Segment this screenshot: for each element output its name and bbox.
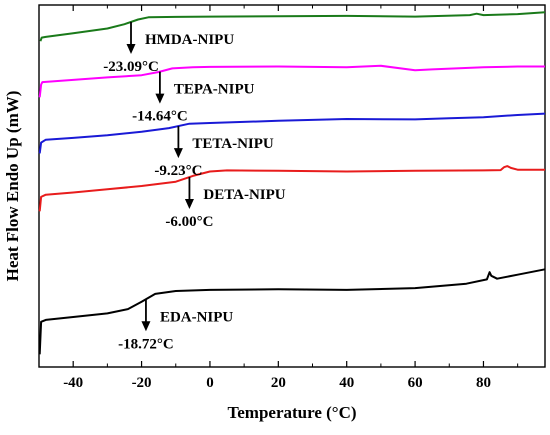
curve-eda-nipu (38, 268, 546, 355)
tg-arrowhead-eda-nipu (141, 321, 151, 332)
curve-tepa-nipu (38, 64, 545, 98)
series-label-hmda-nipu: HMDA-NIPU (145, 32, 234, 48)
tg-value-tepa-nipu: -14.64°C (132, 109, 188, 125)
curve-deta-nipu (38, 165, 545, 212)
plot-frame (38, 4, 546, 368)
annotation-layer: HMDA-NIPU -23.09°C TEPA-NIPU -14.64°CTETA-N… (103, 21, 286, 352)
series-label-tepa-nipu: TEPA-NIPU (174, 82, 255, 98)
x-tick-label: -20 (132, 375, 152, 391)
x-axis-ticks: -40 -20 0 20 40 60 80 (63, 5, 519, 391)
tg-value-deta-nipu: -6.00°C (165, 214, 213, 230)
x-tick-label: 20 (271, 375, 286, 391)
curve-teta-nipu (38, 112, 546, 154)
tg-arrowhead-deta-nipu (184, 199, 194, 210)
series-label-eda-nipu: EDA-NIPU (160, 309, 233, 325)
x-tick-label: 0 (206, 375, 214, 391)
x-tick-label: -40 (63, 375, 83, 391)
tg-arrowhead-teta-nipu (173, 148, 183, 159)
tg-arrowhead-tepa-nipu (155, 93, 165, 104)
series-label-deta-nipu: DETA-NIPU (203, 187, 285, 203)
x-tick-label: 80 (476, 375, 491, 391)
curve-hmda-nipu (39, 11, 546, 42)
tg-arrowhead-hmda-nipu (126, 43, 136, 54)
x-tick-label: 40 (339, 375, 354, 391)
x-axis-title: Temperature (°C) (227, 403, 356, 422)
series-layer (38, 11, 546, 355)
tg-value-teta-nipu: -9.23°C (154, 163, 202, 179)
y-axis-title: Heat Flow Endo Up (mW) (3, 91, 22, 282)
series-label-teta-nipu: TETA-NIPU (192, 136, 274, 152)
tg-value-hmda-nipu: -23.09°C (103, 59, 159, 75)
tg-value-eda-nipu: -18.72°C (118, 336, 174, 352)
x-tick-label: 60 (408, 375, 423, 391)
